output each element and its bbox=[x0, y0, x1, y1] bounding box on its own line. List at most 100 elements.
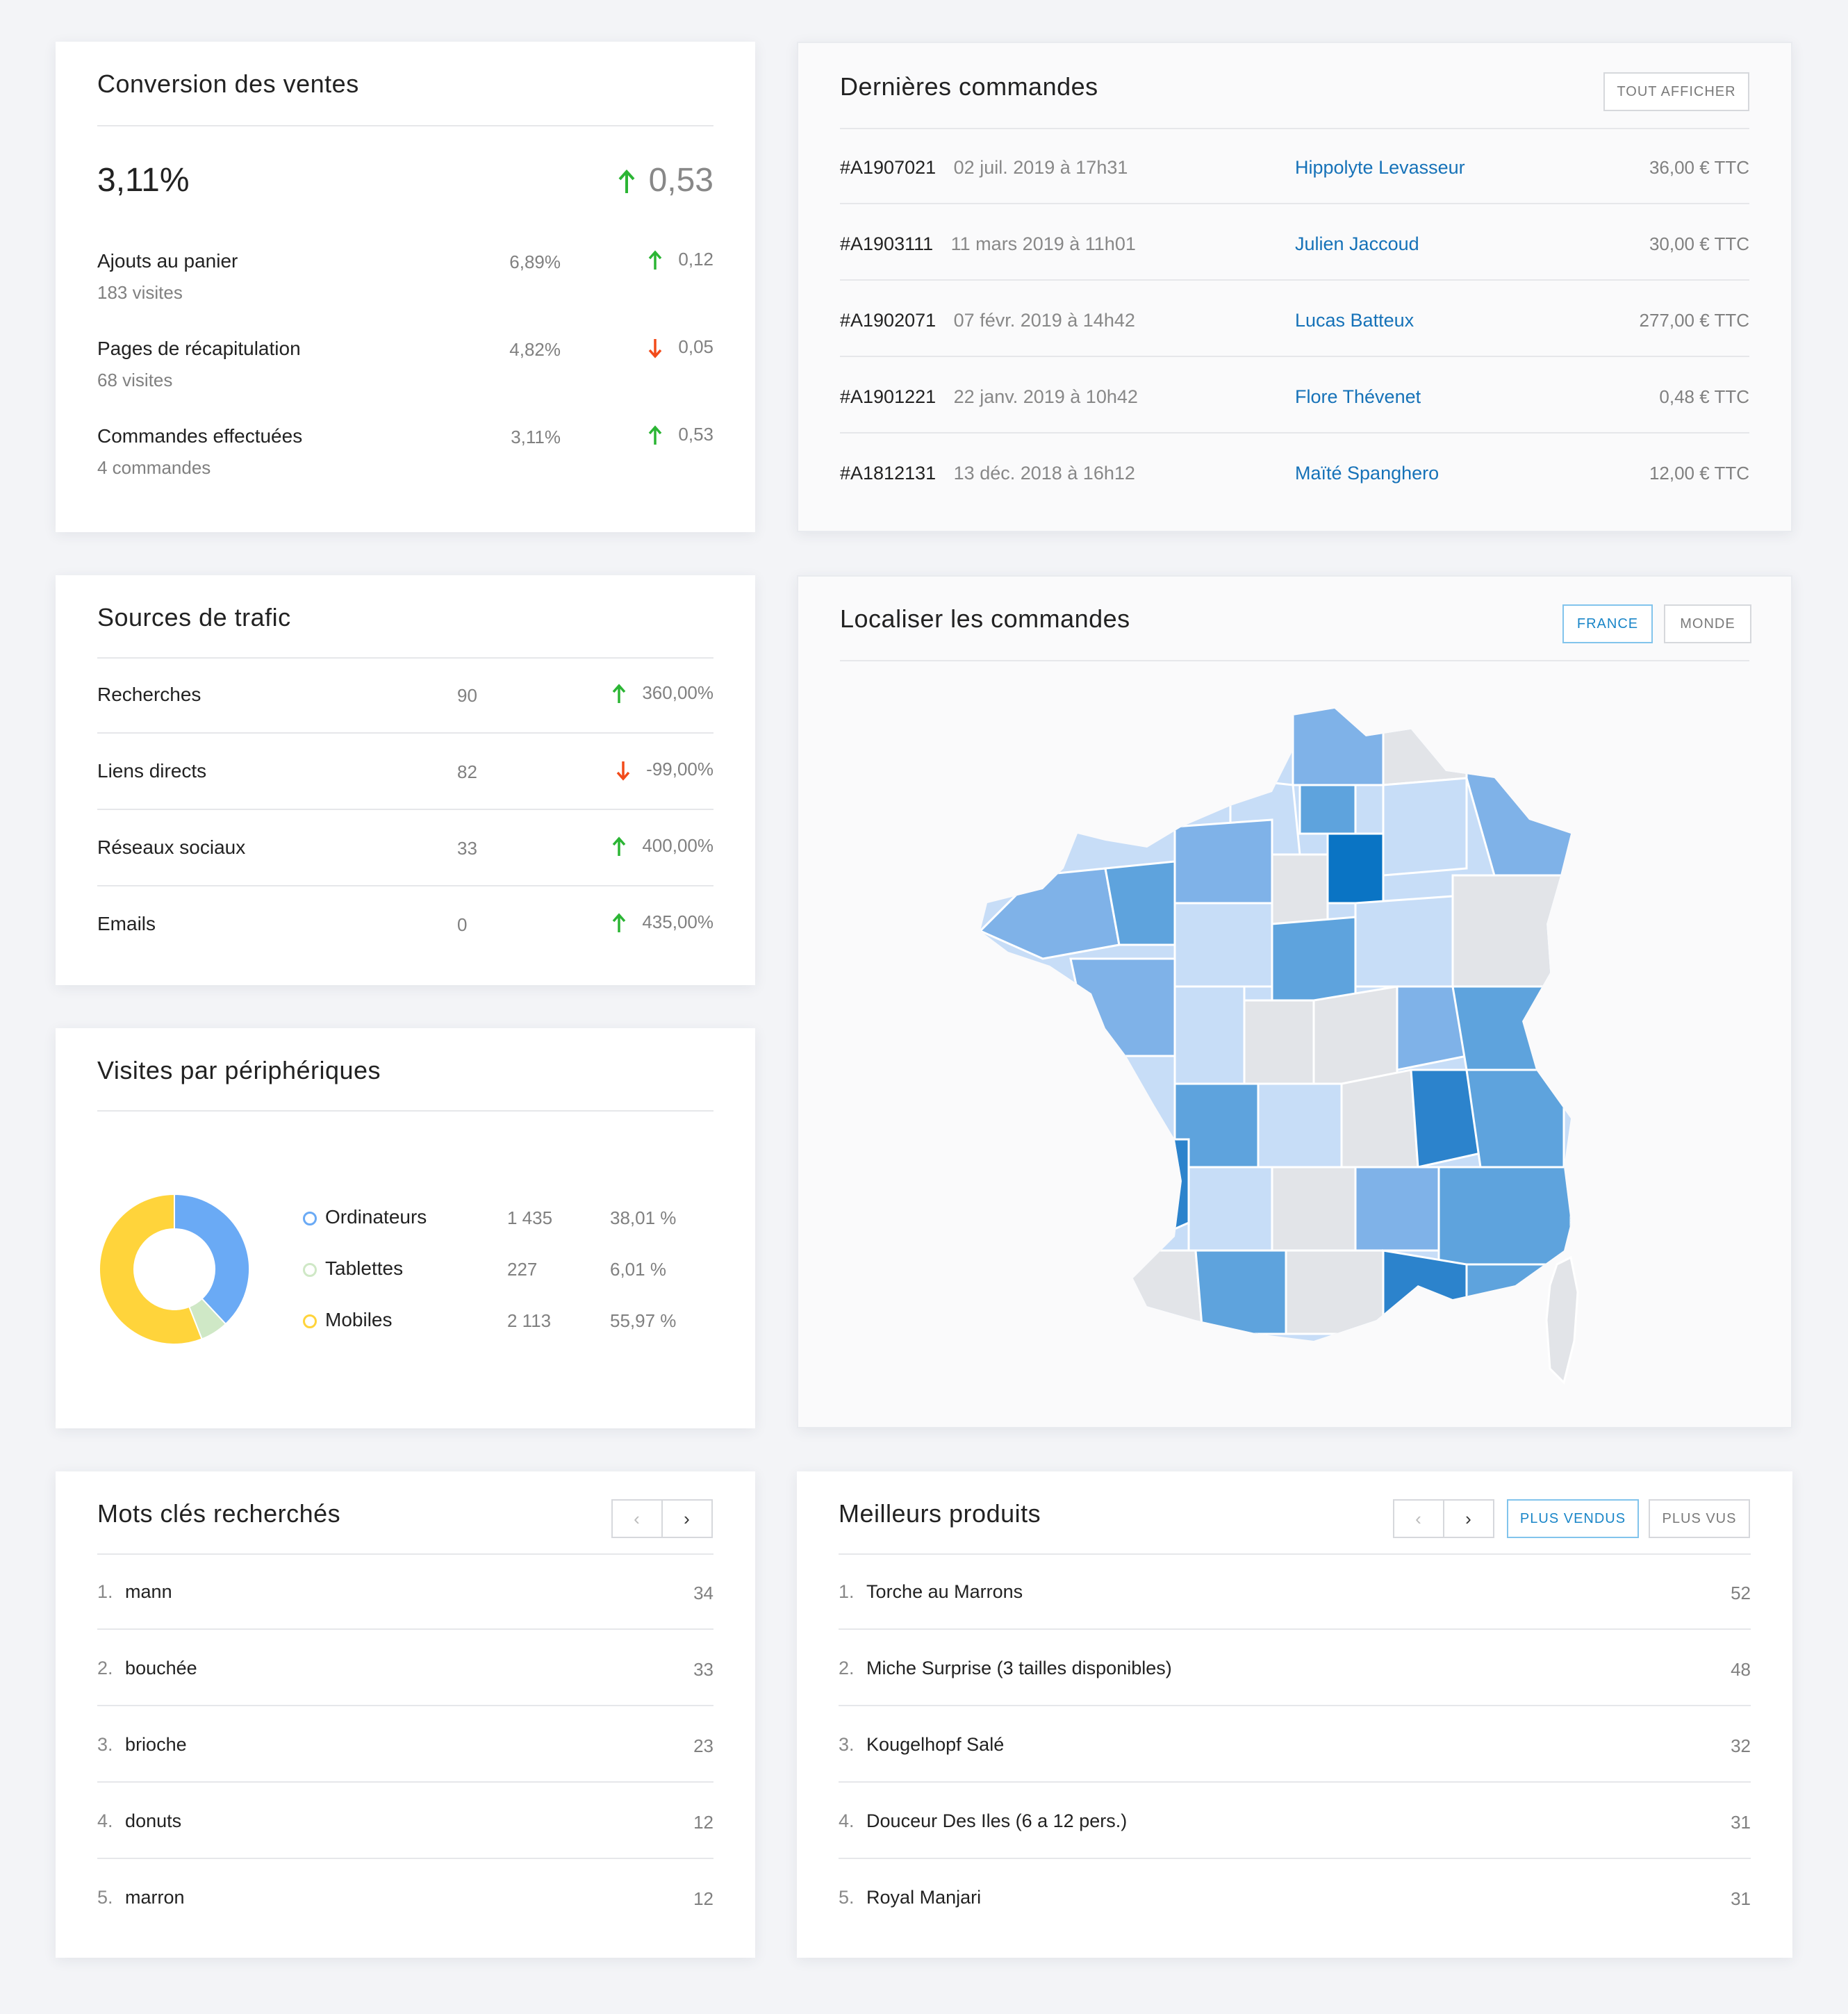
conversion-row-pct: 3,11% bbox=[511, 427, 561, 447]
products-row-title: 2. Miche Surprise (3 tailles disponibles… bbox=[839, 1658, 1172, 1679]
map-region bbox=[1243, 999, 1315, 1085]
traffic-row-count: 90 bbox=[457, 685, 477, 706]
arrow-up-icon bbox=[613, 836, 626, 857]
products-row-count: 31 bbox=[1731, 1888, 1751, 1909]
map-region bbox=[1326, 832, 1385, 905]
tab-france[interactable]: FRANCE bbox=[1562, 604, 1653, 643]
corsica-region bbox=[1545, 1255, 1579, 1385]
view-all-button[interactable]: TOUT AFFICHER bbox=[1603, 72, 1749, 111]
divider bbox=[839, 1553, 1751, 1555]
arrow-up-icon bbox=[649, 425, 662, 445]
keywords-row-count: 23 bbox=[693, 1735, 713, 1756]
divider bbox=[840, 660, 1749, 661]
conversion-row-delta: 0,53 bbox=[647, 424, 713, 446]
map-region bbox=[1382, 777, 1468, 877]
products-row-title: 3. Kougelhopf Salé bbox=[839, 1734, 1004, 1756]
france-map[interactable] bbox=[966, 695, 1599, 1389]
divider bbox=[97, 885, 713, 886]
map-region bbox=[1285, 1249, 1385, 1335]
order-customer-link[interactable]: Julien Jaccoud bbox=[1295, 233, 1419, 254]
order-customer-link[interactable]: Maïté Spanghero bbox=[1295, 463, 1439, 484]
products-next-button[interactable]: › bbox=[1443, 1499, 1494, 1538]
rank-number: 3. bbox=[839, 1734, 855, 1755]
tab-most-sold[interactable]: PLUS VENDUS bbox=[1507, 1499, 1639, 1538]
order-customer-link[interactable]: Lucas Batteux bbox=[1295, 310, 1414, 331]
order-id: #A1902071 bbox=[840, 310, 937, 331]
arrow-down-icon bbox=[616, 761, 630, 781]
order-amount: 277,00 € TTC bbox=[1639, 310, 1749, 331]
divider bbox=[97, 657, 713, 659]
order-id: #A1901221 bbox=[840, 386, 937, 407]
order-row-id-date: #A1902071 07 févr. 2019 à 14h42 bbox=[840, 310, 1135, 331]
conversion-row-pct: 4,82% bbox=[509, 339, 561, 360]
map-region bbox=[1271, 1166, 1357, 1252]
traffic-row-change-value: 360,00% bbox=[642, 682, 713, 703]
products-row-label: Torche au Marrons bbox=[866, 1581, 1023, 1602]
order-customer-link[interactable]: Hippolyte Levasseur bbox=[1295, 157, 1465, 178]
keywords-row-count: 12 bbox=[693, 1888, 713, 1909]
rank-number: 5. bbox=[97, 1887, 113, 1908]
devices-card: Visites par périphériques Ordinateurs 1 … bbox=[56, 1028, 755, 1428]
tab-world[interactable]: MONDE bbox=[1664, 604, 1751, 643]
map-region bbox=[1354, 895, 1454, 988]
device-row-count: 227 bbox=[507, 1259, 538, 1280]
map-region bbox=[1340, 1068, 1419, 1169]
conversion-row-label: Ajouts au panier bbox=[97, 250, 238, 272]
map-region bbox=[1194, 1249, 1287, 1335]
keywords-row-title: 5. marron bbox=[97, 1887, 185, 1908]
products-prev-button[interactable]: ‹ bbox=[1393, 1499, 1444, 1538]
rank-number: 3. bbox=[97, 1734, 113, 1755]
traffic-row-change: 435,00% bbox=[611, 911, 713, 934]
divider bbox=[97, 125, 713, 126]
products-row-count: 31 bbox=[1731, 1812, 1751, 1833]
map-region bbox=[1173, 818, 1273, 905]
donut-slice bbox=[99, 1193, 203, 1345]
keywords-row-title: 1. mann bbox=[97, 1581, 172, 1603]
map-region bbox=[1298, 784, 1357, 835]
rank-number: 4. bbox=[839, 1810, 855, 1831]
chevron-right-icon: › bbox=[684, 1508, 691, 1529]
arrow-up-icon bbox=[613, 684, 626, 704]
keywords-next-button[interactable]: › bbox=[661, 1499, 713, 1538]
map-region bbox=[1090, 1055, 1176, 1141]
map-card: Localiser les commandes FRANCE MONDE bbox=[797, 575, 1792, 1428]
products-row-label: Douceur Des Iles (6 a 12 pers.) bbox=[866, 1810, 1128, 1831]
conversion-delta-value: 0,53 bbox=[648, 162, 713, 199]
conversion-row-sub: 68 visites bbox=[97, 370, 173, 390]
traffic-row-change: 360,00% bbox=[611, 682, 713, 704]
keywords-row-count: 33 bbox=[693, 1659, 713, 1680]
keywords-row-title: 3. brioche bbox=[97, 1734, 187, 1756]
map-region bbox=[1271, 853, 1329, 925]
order-customer-link[interactable]: Flore Thévenet bbox=[1295, 386, 1421, 407]
conversion-row-sub: 183 visites bbox=[97, 282, 183, 303]
device-row-pct: 55,97 % bbox=[610, 1310, 677, 1331]
traffic-row-change: 400,00% bbox=[611, 835, 713, 857]
rank-number: 5. bbox=[839, 1887, 855, 1908]
order-amount: 36,00 € TTC bbox=[1649, 157, 1749, 178]
map-region bbox=[1382, 709, 1468, 786]
keywords-row-label: marron bbox=[125, 1887, 185, 1908]
arrow-down-icon bbox=[649, 339, 662, 358]
conversion-row-sub: 4 commandes bbox=[97, 457, 211, 478]
order-amount: 30,00 € TTC bbox=[1649, 233, 1749, 254]
products-row-label: Royal Manjari bbox=[866, 1887, 982, 1908]
order-id: #A1903111 bbox=[840, 233, 934, 254]
map-region bbox=[1069, 957, 1176, 1057]
device-row-count: 2 113 bbox=[507, 1310, 552, 1331]
conversion-row-delta: 0,05 bbox=[647, 336, 713, 358]
keywords-prev-button[interactable]: ‹ bbox=[611, 1499, 663, 1538]
divider bbox=[840, 279, 1749, 281]
conversion-row-pct: 6,89% bbox=[509, 251, 561, 272]
traffic-row-label: Réseaux sociaux bbox=[97, 836, 246, 858]
conversion-row-delta-value: 0,53 bbox=[678, 424, 713, 445]
divider bbox=[840, 356, 1749, 357]
divider bbox=[97, 1110, 713, 1112]
tab-most-viewed[interactable]: PLUS VUS bbox=[1649, 1499, 1750, 1538]
order-date: 22 janv. 2019 à 10h42 bbox=[953, 386, 1138, 407]
order-id: #A1907021 bbox=[840, 157, 937, 178]
products-row-label: Kougelhopf Salé bbox=[866, 1734, 1005, 1755]
map-region bbox=[1292, 709, 1385, 786]
device-row-label: Mobiles bbox=[325, 1309, 393, 1330]
map-region bbox=[1382, 1249, 1468, 1335]
products-row-count: 52 bbox=[1731, 1583, 1751, 1603]
